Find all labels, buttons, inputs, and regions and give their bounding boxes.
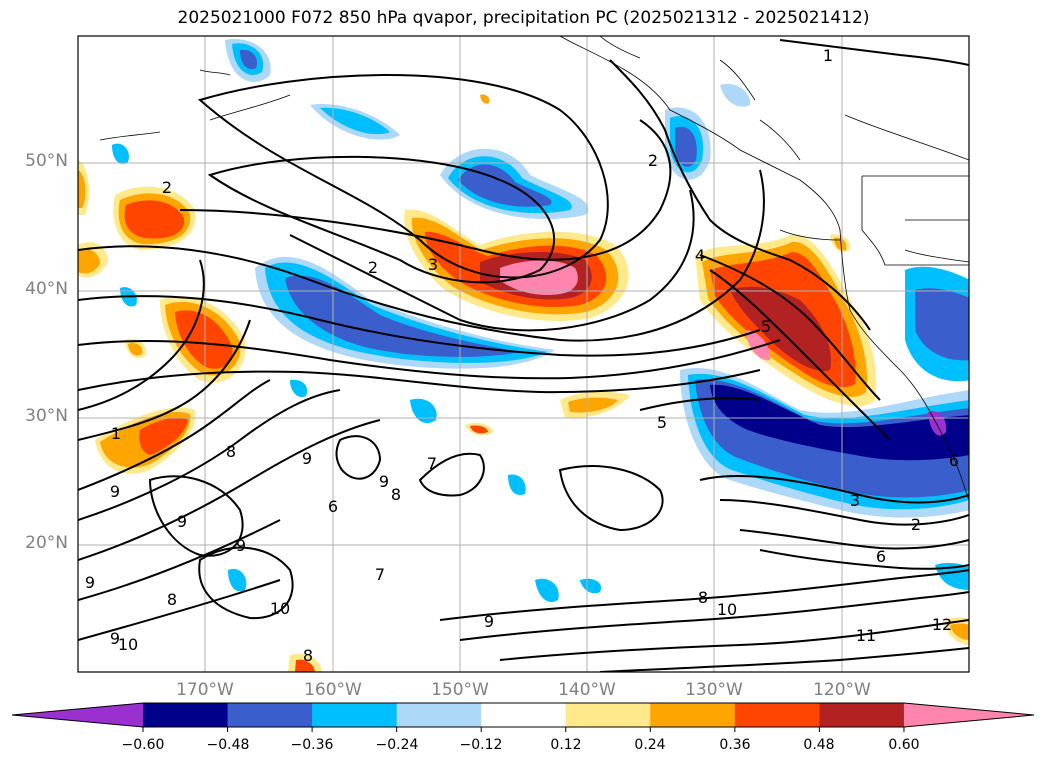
- contour-label: 3: [850, 491, 860, 510]
- colorbar-swatch: [396, 703, 482, 727]
- contour-label: 8: [698, 588, 708, 607]
- colorbar-swatch: [565, 703, 651, 727]
- contour-label: 3: [428, 255, 438, 274]
- lon-label-140w: 140°W: [558, 680, 616, 700]
- colorbar-swatch: [481, 703, 567, 727]
- contour-label: 9: [236, 536, 246, 555]
- contour-label: 5: [657, 413, 667, 432]
- colorbar-swatch: [650, 703, 736, 727]
- contour-label: 8: [167, 590, 177, 609]
- contour-label: 8: [391, 485, 401, 504]
- contour-lines: [78, 39, 969, 672]
- colorbar-swatch: [312, 703, 398, 727]
- contour-label-layer: 1 2 2 2 3 4 5 5 1 9 8 9 9 9 9 8 6 9 10 8…: [85, 46, 959, 665]
- colorbar-swatch: [819, 703, 905, 727]
- contour-label: 10: [270, 599, 290, 618]
- coastlines: [99, 36, 969, 501]
- contour-label: 9: [177, 512, 187, 531]
- contour-label: 2: [911, 515, 921, 534]
- colorbar-tick-label: 0.60: [888, 737, 920, 753]
- contour-label: 9: [302, 449, 312, 468]
- contour-label: 9: [110, 629, 120, 648]
- contour-label: 6: [328, 497, 338, 516]
- colorbar-tick-label: 0.48: [803, 737, 835, 753]
- lat-label-20n: 20°N: [25, 533, 68, 553]
- contour-label: 1: [111, 424, 121, 443]
- contour-label: 11: [856, 626, 876, 645]
- lat-label-40n: 40°N: [25, 279, 68, 299]
- lon-label-130w: 130°W: [685, 680, 743, 700]
- lon-label-150w: 150°W: [431, 680, 489, 700]
- colorbar-tick-label: 0.36: [719, 737, 751, 753]
- contour-label: 7: [375, 565, 385, 584]
- colorbar-tick-label: 0.12: [550, 737, 582, 753]
- contour-label: 4: [695, 246, 705, 265]
- colorbar-tick-label: −0.12: [459, 737, 503, 753]
- colorbar-swatch: [227, 703, 313, 727]
- map-frame: [77, 35, 970, 673]
- contour-label: 9: [110, 482, 120, 501]
- contour-label: 10: [118, 635, 138, 654]
- figure-title: 2025021000 F072 850 hPa qvapor, precipit…: [177, 8, 870, 28]
- lon-label-170w: 170°W: [176, 680, 234, 700]
- contour-label: 5: [761, 317, 771, 336]
- contour-label: 9: [484, 612, 494, 631]
- contour-label: 6: [949, 451, 959, 470]
- colorbar-extend-max: [903, 703, 1034, 727]
- colorbar-tick-label: −0.24: [375, 737, 419, 753]
- contour-label: 8: [226, 442, 236, 461]
- lon-label-160w: 160°W: [304, 680, 362, 700]
- colorbar-tick-label: −0.36: [290, 737, 334, 753]
- colorbar-tick-label: −0.60: [121, 737, 165, 753]
- contour-label: 6: [876, 547, 886, 566]
- contour-label: 2: [648, 151, 658, 170]
- contour-label: 12: [932, 615, 952, 634]
- negative-anomaly-shading: [112, 39, 969, 602]
- contour-label: 7: [427, 454, 437, 473]
- contour-label: 8: [303, 646, 313, 665]
- colorbar: [11, 702, 1035, 732]
- lat-label-30n: 30°N: [25, 406, 68, 426]
- contour-label: 1: [823, 46, 833, 65]
- contour-label: 9: [85, 573, 95, 592]
- map-plot-area: 1 2 2 2 3 4 5 5 1 9 8 9 9 9 9 8 6 9 10 8…: [78, 36, 969, 672]
- contour-label: 2: [162, 178, 172, 197]
- colorbar-extend-min: [12, 703, 143, 727]
- contour-label: 10: [717, 600, 737, 619]
- lat-label-50n: 50°N: [25, 151, 68, 171]
- colorbar-tick-label: 0.24: [634, 737, 666, 753]
- colorbar-swatch: [143, 703, 229, 727]
- contour-label: 2: [368, 258, 378, 277]
- colorbar-tick-label: −0.48: [206, 737, 250, 753]
- lon-label-120w: 120°W: [813, 680, 871, 700]
- contour-label: 9: [379, 472, 389, 491]
- colorbar-swatch: [734, 703, 820, 727]
